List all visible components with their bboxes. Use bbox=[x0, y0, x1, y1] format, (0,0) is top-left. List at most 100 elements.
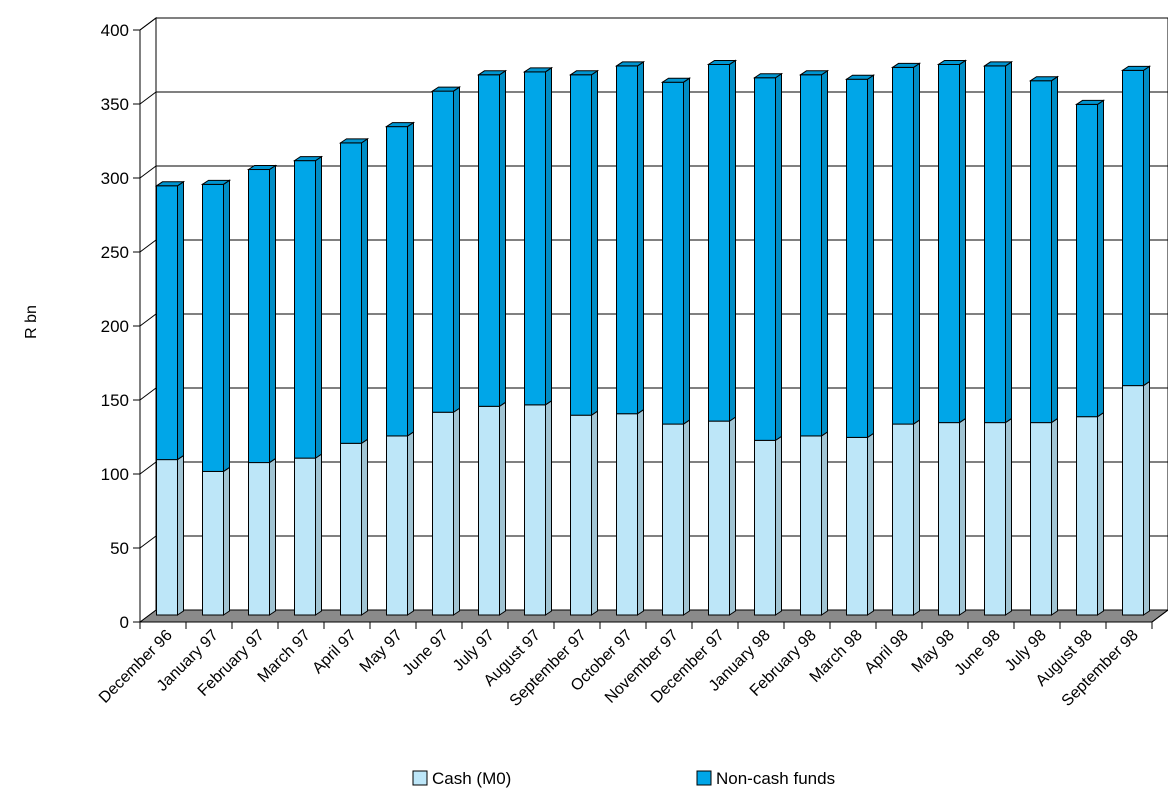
bar-stack-november-97 bbox=[660, 77, 692, 616]
bar-side-cash-m0-september-97 bbox=[591, 410, 598, 616]
bar-side-cash-m0-october-97 bbox=[637, 408, 644, 616]
bar-stack-april-97 bbox=[338, 137, 370, 616]
bar-side-cash-m0-april-98 bbox=[913, 419, 920, 616]
gridline-diagonal bbox=[139, 165, 157, 179]
bar-side-non-cash-funds-september-98 bbox=[1143, 65, 1150, 387]
y-tick-label: 350 bbox=[101, 95, 129, 114]
bar-side-non-cash-funds-november-97 bbox=[683, 77, 690, 426]
bar-non-cash-funds-june-98 bbox=[984, 65, 1006, 424]
bar-side-non-cash-funds-october-97 bbox=[637, 60, 644, 415]
bar-side-cash-m0-february-97 bbox=[269, 457, 276, 616]
bar-non-cash-funds-january-98 bbox=[754, 77, 776, 441]
bar-top-non-cash-funds-september-98 bbox=[1120, 65, 1152, 71]
bar-side-non-cash-funds-december-96 bbox=[177, 180, 184, 461]
legend-label: Cash (M0) bbox=[432, 769, 511, 788]
bar-side-non-cash-funds-february-97 bbox=[269, 164, 276, 464]
bar-cash-m0-august-98 bbox=[1076, 416, 1098, 616]
bar-non-cash-funds-april-98 bbox=[892, 66, 914, 425]
legend-swatch bbox=[696, 770, 712, 786]
bar-non-cash-funds-february-97 bbox=[248, 169, 270, 464]
bar-side-non-cash-funds-august-98 bbox=[1097, 99, 1104, 418]
bar-stack-august-97 bbox=[522, 66, 554, 616]
y-tick-label: 250 bbox=[101, 243, 129, 262]
bar-stack-may-97 bbox=[384, 121, 416, 616]
bar-side-cash-m0-june-98 bbox=[1005, 417, 1012, 616]
bar-cash-m0-march-98 bbox=[846, 436, 868, 616]
bar-side-cash-m0-july-98 bbox=[1051, 417, 1058, 616]
bar-non-cash-funds-august-98 bbox=[1076, 103, 1098, 418]
bar-side-cash-m0-march-98 bbox=[867, 432, 874, 616]
bar-side-non-cash-funds-september-97 bbox=[591, 69, 598, 417]
gridline-diagonal bbox=[139, 239, 157, 253]
bar-side-cash-m0-february-98 bbox=[821, 430, 828, 616]
bar-non-cash-funds-september-98 bbox=[1122, 69, 1144, 387]
bar-cash-m0-july-98 bbox=[1030, 422, 1052, 616]
bar-side-non-cash-funds-may-98 bbox=[959, 59, 966, 424]
bar-non-cash-funds-june-97 bbox=[432, 90, 454, 413]
bar-non-cash-funds-november-97 bbox=[662, 81, 684, 425]
bar-side-cash-m0-january-97 bbox=[223, 466, 230, 616]
bar-top-non-cash-funds-september-97 bbox=[568, 70, 600, 76]
bar-top-non-cash-funds-may-98 bbox=[936, 59, 968, 65]
bar-non-cash-funds-april-97 bbox=[340, 142, 362, 444]
bar-stack-january-97 bbox=[200, 179, 232, 616]
bar-side-cash-m0-april-97 bbox=[361, 438, 368, 616]
gridline-diagonal bbox=[139, 387, 157, 401]
legend-swatch bbox=[412, 770, 428, 786]
gridline-diagonal bbox=[139, 461, 157, 475]
bar-non-cash-funds-september-97 bbox=[570, 74, 592, 416]
bar-side-cash-m0-december-96 bbox=[177, 454, 184, 616]
bar-stack-september-97 bbox=[568, 69, 600, 616]
bar-side-non-cash-funds-march-98 bbox=[867, 74, 874, 439]
bar-cash-m0-december-96 bbox=[156, 459, 178, 616]
y-tick-label: 400 bbox=[101, 21, 129, 40]
bar-non-cash-funds-october-97 bbox=[616, 65, 638, 415]
x-tick-label: May 98 bbox=[909, 627, 958, 676]
bar-side-cash-m0-july-97 bbox=[499, 401, 506, 616]
bar-stack-march-98 bbox=[844, 74, 876, 616]
bar-side-non-cash-funds-june-97 bbox=[453, 86, 460, 414]
bar-cash-m0-april-98 bbox=[892, 423, 914, 616]
bar-cash-m0-march-97 bbox=[294, 457, 316, 616]
bar-top-non-cash-funds-april-97 bbox=[338, 138, 370, 144]
bar-side-non-cash-funds-may-97 bbox=[407, 121, 414, 437]
gridline-diagonal bbox=[139, 17, 157, 31]
bar-cash-m0-february-97 bbox=[248, 462, 270, 616]
y-tick-label: 300 bbox=[101, 169, 129, 188]
bar-top-non-cash-funds-march-97 bbox=[292, 156, 324, 162]
bar-cash-m0-june-98 bbox=[984, 422, 1006, 616]
bar-stack-march-97 bbox=[292, 155, 324, 616]
bar-non-cash-funds-may-97 bbox=[386, 126, 408, 437]
bar-side-non-cash-funds-june-98 bbox=[1005, 60, 1012, 424]
bar-top-non-cash-funds-february-98 bbox=[798, 70, 830, 76]
bar-top-non-cash-funds-july-98 bbox=[1028, 76, 1060, 82]
bar-top-non-cash-funds-february-97 bbox=[246, 165, 278, 171]
legend-label: Non-cash funds bbox=[716, 769, 835, 788]
bar-stack-september-98 bbox=[1120, 65, 1152, 616]
bar-side-non-cash-funds-april-98 bbox=[913, 62, 920, 426]
bar-stack-december-97 bbox=[706, 59, 738, 616]
bar-side-cash-m0-january-98 bbox=[775, 435, 782, 616]
bar-cash-m0-may-98 bbox=[938, 422, 960, 616]
x-tick-label: May 97 bbox=[357, 627, 406, 676]
bar-non-cash-funds-may-98 bbox=[938, 63, 960, 424]
bar-side-non-cash-funds-december-97 bbox=[729, 59, 736, 423]
bar-cash-m0-october-97 bbox=[616, 413, 638, 616]
x-tick-label: June 97 bbox=[400, 627, 452, 679]
gridline-diagonal bbox=[139, 535, 157, 549]
x-tick-label: April 97 bbox=[309, 627, 359, 677]
gridline-diagonal bbox=[139, 313, 157, 327]
bar-stack-may-98 bbox=[936, 59, 968, 616]
y-axis-label: R bn bbox=[23, 305, 40, 339]
bar-side-cash-m0-august-97 bbox=[545, 399, 552, 616]
bar-stack-april-98 bbox=[890, 62, 922, 616]
bar-side-cash-m0-september-98 bbox=[1143, 380, 1150, 616]
bar-side-cash-m0-march-97 bbox=[315, 453, 322, 616]
bar-side-non-cash-funds-january-98 bbox=[775, 72, 782, 442]
bar-stack-february-98 bbox=[798, 69, 830, 616]
bar-non-cash-funds-december-96 bbox=[156, 185, 178, 461]
y-tick-label: 50 bbox=[110, 539, 129, 558]
bar-top-non-cash-funds-november-97 bbox=[660, 77, 692, 83]
